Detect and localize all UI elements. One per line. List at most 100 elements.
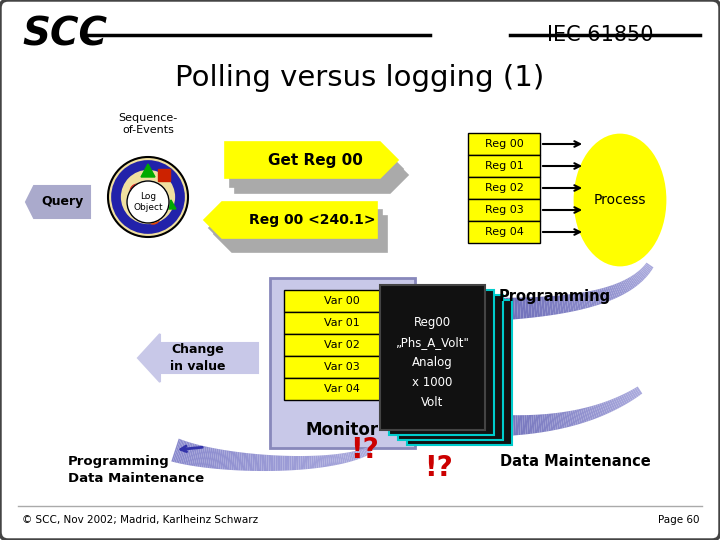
Polygon shape <box>428 408 433 435</box>
Polygon shape <box>544 414 549 431</box>
Polygon shape <box>485 298 489 321</box>
Text: Reg00
„Phs_A_Volt"
Analog
x 1000
Volt: Reg00 „Phs_A_Volt" Analog x 1000 Volt <box>395 316 469 409</box>
Bar <box>284 312 400 334</box>
Polygon shape <box>339 454 343 464</box>
Polygon shape <box>320 455 323 468</box>
Bar <box>468 199 540 221</box>
Polygon shape <box>477 414 481 437</box>
Polygon shape <box>256 454 260 471</box>
Polygon shape <box>575 410 580 424</box>
Polygon shape <box>333 454 337 465</box>
Polygon shape <box>338 454 341 464</box>
Polygon shape <box>526 415 530 434</box>
Bar <box>398 295 503 440</box>
FancyArrow shape <box>138 334 258 382</box>
Polygon shape <box>298 456 301 470</box>
Polygon shape <box>218 449 222 469</box>
Polygon shape <box>613 285 619 298</box>
Text: Change
in value: Change in value <box>170 343 226 373</box>
Text: Var 01: Var 01 <box>324 318 360 328</box>
Polygon shape <box>490 414 492 436</box>
Polygon shape <box>186 443 193 465</box>
Bar <box>284 378 400 400</box>
Polygon shape <box>499 415 502 436</box>
Polygon shape <box>531 297 535 318</box>
Polygon shape <box>644 265 652 272</box>
Polygon shape <box>233 451 238 470</box>
Polygon shape <box>577 293 583 309</box>
Polygon shape <box>541 296 546 316</box>
Polygon shape <box>188 443 194 465</box>
Polygon shape <box>179 441 186 464</box>
Polygon shape <box>595 404 601 417</box>
Polygon shape <box>619 395 626 406</box>
Polygon shape <box>559 295 564 314</box>
Polygon shape <box>194 444 199 467</box>
Polygon shape <box>482 414 485 437</box>
Polygon shape <box>300 456 303 470</box>
Polygon shape <box>212 448 217 469</box>
Polygon shape <box>252 454 255 471</box>
Polygon shape <box>591 291 597 306</box>
Polygon shape <box>589 406 595 420</box>
Bar <box>284 356 400 378</box>
Polygon shape <box>438 409 443 435</box>
Bar <box>284 290 400 312</box>
Polygon shape <box>351 451 356 461</box>
Polygon shape <box>261 455 264 471</box>
Polygon shape <box>599 288 606 303</box>
Polygon shape <box>141 164 155 177</box>
Polygon shape <box>575 293 581 310</box>
Polygon shape <box>197 446 203 467</box>
Text: Monitor: Monitor <box>306 421 379 439</box>
Polygon shape <box>611 285 618 298</box>
Polygon shape <box>599 403 606 415</box>
Polygon shape <box>183 442 190 464</box>
Polygon shape <box>463 412 467 436</box>
Polygon shape <box>555 413 560 429</box>
Polygon shape <box>355 451 359 460</box>
Polygon shape <box>431 408 436 435</box>
Polygon shape <box>627 278 635 288</box>
Polygon shape <box>636 387 642 395</box>
Polygon shape <box>587 407 593 420</box>
Polygon shape <box>426 407 431 435</box>
Polygon shape <box>522 298 526 319</box>
Polygon shape <box>585 292 590 308</box>
Polygon shape <box>500 298 504 320</box>
Polygon shape <box>513 415 516 435</box>
Polygon shape <box>614 284 621 296</box>
Bar <box>284 334 400 356</box>
Text: Var 00: Var 00 <box>324 296 360 306</box>
Polygon shape <box>644 264 652 271</box>
Polygon shape <box>235 157 408 193</box>
Polygon shape <box>583 408 589 422</box>
Polygon shape <box>420 296 423 324</box>
Text: Data Maintenance: Data Maintenance <box>500 455 650 469</box>
Polygon shape <box>474 298 477 322</box>
Polygon shape <box>536 415 539 433</box>
Polygon shape <box>489 298 492 321</box>
Polygon shape <box>238 452 242 470</box>
Polygon shape <box>520 298 523 319</box>
Polygon shape <box>597 404 603 416</box>
Bar <box>468 221 540 243</box>
Circle shape <box>130 184 146 200</box>
Text: Reg 03: Reg 03 <box>485 205 523 215</box>
Polygon shape <box>642 267 649 275</box>
Polygon shape <box>577 409 582 424</box>
Polygon shape <box>181 442 188 464</box>
Polygon shape <box>623 280 630 292</box>
Polygon shape <box>353 451 357 460</box>
Polygon shape <box>192 444 198 466</box>
Polygon shape <box>492 415 495 436</box>
Polygon shape <box>516 415 518 435</box>
Polygon shape <box>196 445 202 467</box>
Polygon shape <box>492 298 495 321</box>
Polygon shape <box>632 389 639 397</box>
Polygon shape <box>518 415 521 435</box>
Polygon shape <box>451 411 455 436</box>
Polygon shape <box>554 296 559 314</box>
Polygon shape <box>495 298 498 321</box>
Polygon shape <box>365 448 369 455</box>
